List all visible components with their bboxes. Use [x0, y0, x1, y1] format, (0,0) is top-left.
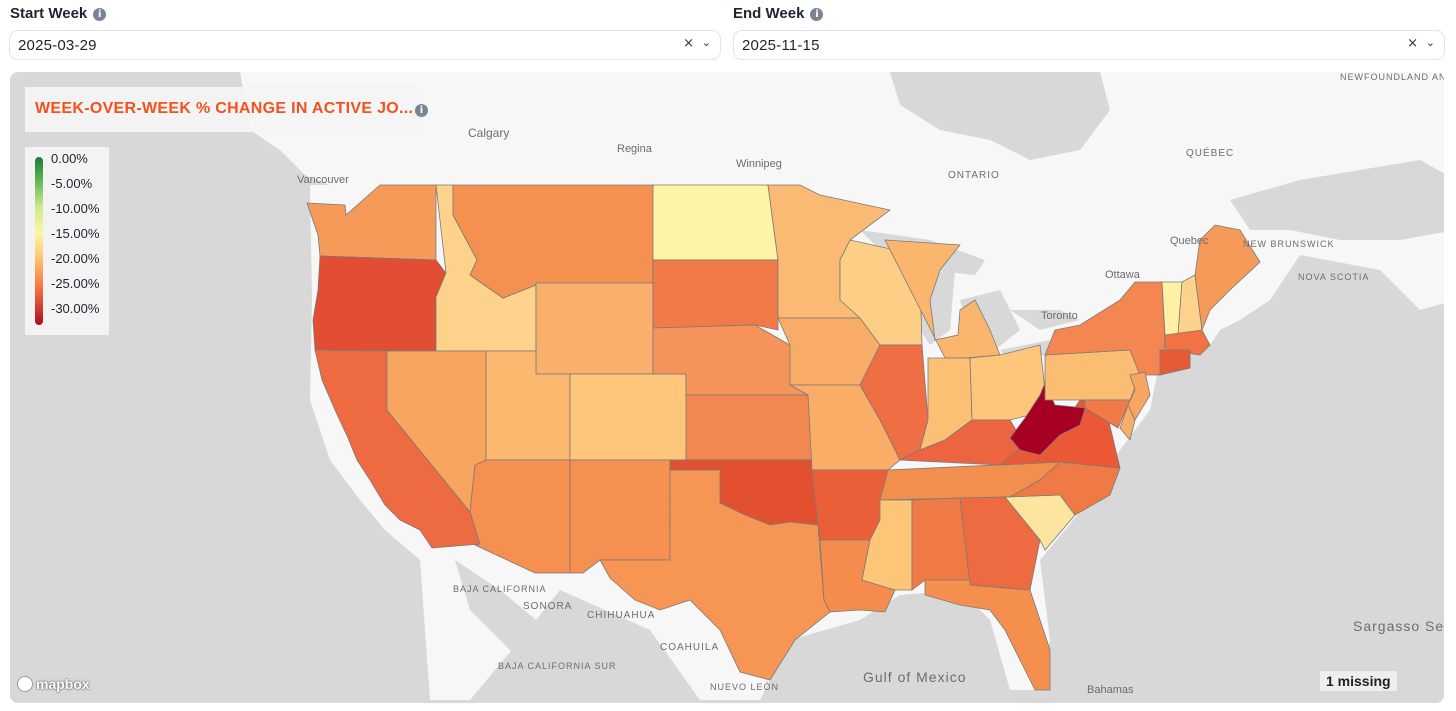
legend-tick: -25.00% [51, 276, 100, 291]
label-quebec-city: Quebec [1170, 235, 1209, 247]
label-nova-scotia: NOVA SCOTIA [1298, 272, 1369, 282]
state-ks[interactable] [685, 394, 813, 461]
legend-tick: -10.00% [51, 201, 100, 216]
legend-tick: -30.00% [51, 301, 100, 316]
label-toronto: Toronto [1041, 310, 1078, 322]
legend-tick: -5.00% [51, 176, 93, 191]
label-gulf-of-mexico: Gulf of Mexico [863, 669, 966, 685]
map-canvas[interactable]: Calgary Regina Winnipeg Vancouver ONTARI… [10, 72, 1444, 703]
info-icon[interactable]: i [415, 104, 428, 117]
state-de[interactable] [1119, 403, 1136, 441]
label-ontario: ONTARIO [948, 170, 1000, 181]
hudson-bay [890, 72, 1110, 160]
info-icon[interactable]: i [810, 8, 824, 21]
label-baja-california: BAJA CALIFORNIA [453, 584, 547, 594]
state-sd[interactable] [652, 259, 779, 331]
legend-title-box: WEEK-OVER-WEEK % CHANGE IN ACTIVE JO... … [25, 87, 428, 132]
label-quebec-region: QUÉBEC [1186, 146, 1234, 159]
missing-count-badge: 1 missing [1320, 671, 1397, 691]
state-ga[interactable] [959, 496, 1041, 591]
state-fl[interactable] [924, 579, 1051, 691]
label-sargasso-sea: Sargasso Sea [1353, 618, 1444, 634]
state-tx[interactable] [599, 469, 831, 681]
legend-tick: -20.00% [51, 251, 100, 266]
state-nc[interactable] [1004, 461, 1121, 516]
state-layer [306, 184, 1261, 691]
label-baja-california-sur: BAJA CALIFORNIA SUR [498, 661, 617, 671]
filter-bar: Start Week i 2025-03-29 × ⌄ End Week i 202… [0, 0, 1456, 70]
state-ct[interactable] [1159, 349, 1191, 376]
state-ma[interactable] [1164, 329, 1211, 356]
mapbox-attribution[interactable]: mapbox [17, 676, 90, 692]
label-regina: Regina [617, 143, 653, 155]
legend-tick: 0.00% [51, 151, 88, 166]
end-week-select[interactable]: 2025-11-15 × ⌄ [733, 30, 1445, 60]
chevron-down-icon[interactable]: ⌄ [1425, 36, 1435, 49]
color-legend: 0.00% -5.00% -10.00% -15.00% -20.00% -25… [25, 147, 109, 335]
label-coahuila: COAHUILA [660, 642, 719, 653]
label-vancouver: Vancouver [297, 174, 349, 186]
label-calgary: Calgary [468, 126, 509, 140]
clear-icon[interactable]: × [1407, 36, 1418, 51]
chevron-down-icon[interactable]: ⌄ [701, 36, 711, 49]
info-icon[interactable]: i [93, 8, 107, 21]
legend-tick: -15.00% [51, 226, 100, 241]
start-week-value: 2025-03-29 [18, 37, 97, 54]
gulf-of-california [455, 560, 575, 700]
choropleth-map[interactable]: Calgary Regina Winnipeg Vancouver ONTARI… [10, 72, 1444, 703]
state-wy[interactable] [535, 282, 654, 375]
label-newfoundland: NEWFOUNDLAND AND LABRADOR [1340, 72, 1444, 82]
st-lawrence-gulf [1230, 160, 1444, 240]
label-chihuahua: CHIHUAHUA [587, 610, 655, 621]
state-nd[interactable] [652, 184, 779, 261]
label-winnipeg: Winnipeg [736, 158, 782, 170]
end-week-label: End Week i [733, 5, 824, 22]
start-week-select[interactable]: 2025-03-29 × ⌄ [9, 30, 721, 60]
state-mt[interactable] [452, 184, 654, 299]
state-me[interactable] [1194, 224, 1261, 332]
start-week-label-text: Start Week [10, 5, 88, 22]
label-new-brunswick: NEW BRUNSWICK [1243, 239, 1335, 249]
state-md[interactable] [1084, 399, 1131, 429]
state-or[interactable] [312, 255, 447, 352]
legend-title: WEEK-OVER-WEEK % CHANGE IN ACTIVE JO... [35, 100, 414, 117]
mapbox-logo-text: mapbox [36, 676, 90, 692]
mapbox-logo-icon [17, 676, 33, 692]
end-week-value: 2025-11-15 [742, 37, 820, 54]
legend-color-bar [35, 157, 43, 325]
state-nm[interactable] [569, 459, 671, 574]
state-co[interactable] [569, 373, 687, 461]
label-sonora: SONORA [523, 601, 572, 612]
clear-icon[interactable]: × [683, 36, 694, 51]
end-week-label-text: End Week [733, 5, 805, 22]
place-labels: Calgary Regina Winnipeg Vancouver ONTARI… [297, 72, 1444, 696]
label-ottawa: Ottawa [1105, 269, 1141, 281]
state-pa[interactable] [1044, 349, 1141, 401]
label-nuevo-leon: NUEVO LEÓN [710, 682, 779, 692]
start-week-label: Start Week i [10, 5, 107, 22]
label-bahamas: Bahamas [1087, 684, 1134, 696]
